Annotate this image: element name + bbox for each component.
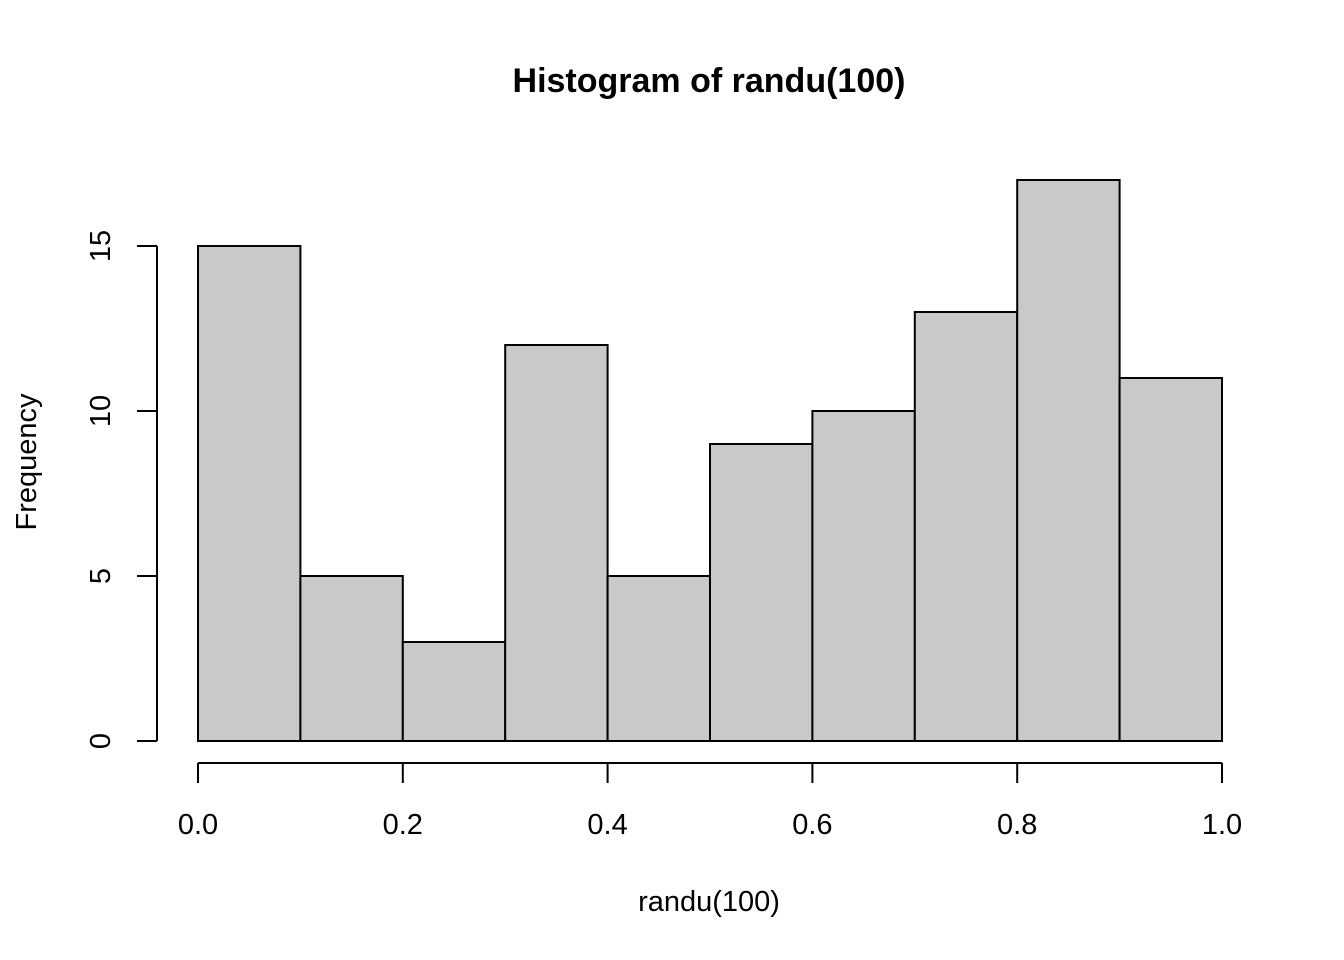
x-tick-label: 0.4 (587, 809, 627, 841)
histogram-bar-8 (1016, 179, 1121, 742)
y-tick-label: 0 (85, 733, 117, 749)
histogram-bar-6 (811, 410, 916, 742)
chart-title: Histogram of randu(100) (513, 62, 906, 100)
x-tick-label: 0.2 (383, 809, 423, 841)
histogram-bars (197, 179, 1223, 742)
x-axis: 0.0 0.2 0.4 0.6 0.8 1.0 (178, 762, 1242, 841)
y-tick-label: 10 (85, 395, 117, 427)
histogram-bar-9 (1118, 377, 1223, 742)
histogram-bar-0 (197, 245, 302, 742)
histogram-bar-3 (504, 344, 609, 742)
histogram-bar-5 (709, 443, 814, 742)
histogram-bar-4 (606, 575, 711, 742)
histogram-bar-2 (401, 641, 507, 742)
y-axis: 0 5 10 15 (85, 230, 158, 749)
histogram-bar-1 (299, 575, 404, 742)
x-tick-label: 0.6 (792, 809, 832, 841)
histogram-bar-7 (913, 311, 1019, 742)
x-tick-label: 0.8 (997, 809, 1037, 841)
x-tick-label: 1.0 (1202, 809, 1242, 841)
y-tick-label: 15 (85, 230, 117, 262)
x-tick-label: 0.0 (178, 809, 218, 841)
y-axis-title: Frequency (11, 393, 43, 531)
x-axis-title: randu(100) (638, 886, 780, 918)
y-tick-label: 5 (85, 568, 117, 584)
